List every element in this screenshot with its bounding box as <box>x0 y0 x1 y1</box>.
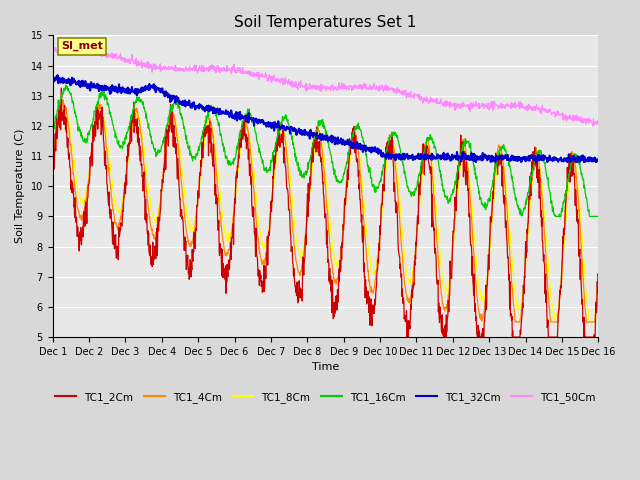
TC1_2Cm <box>411 258 419 264</box>
Line: TC1_8Cm: TC1_8Cm <box>52 106 598 322</box>
TC1_4Cm <box>511 319 519 325</box>
TC1_16Cm <box>232 155 239 161</box>
TC1_2Cm <box>440 334 447 340</box>
TC1_32Cm <box>595 157 602 163</box>
TC1_16Cm <box>62 82 70 88</box>
Legend: TC1_2Cm, TC1_4Cm, TC1_8Cm, TC1_16Cm, TC1_32Cm, TC1_50Cm: TC1_2Cm, TC1_4Cm, TC1_8Cm, TC1_16Cm, TC1… <box>51 387 600 407</box>
TC1_2Cm <box>170 144 178 150</box>
TC1_50Cm <box>595 119 602 125</box>
TC1_16Cm <box>411 191 419 197</box>
Line: TC1_16Cm: TC1_16Cm <box>52 85 598 216</box>
TC1_32Cm <box>170 95 178 101</box>
TC1_16Cm <box>157 145 165 151</box>
TC1_2Cm <box>595 273 602 278</box>
TC1_32Cm <box>483 153 490 158</box>
TC1_2Cm <box>232 192 239 197</box>
TC1_8Cm <box>157 193 165 199</box>
TC1_16Cm <box>530 160 538 166</box>
Text: SI_met: SI_met <box>61 41 102 51</box>
TC1_32Cm <box>49 75 56 81</box>
TC1_32Cm <box>472 159 480 165</box>
TC1_8Cm <box>482 285 490 290</box>
TC1_32Cm <box>411 154 419 160</box>
TC1_32Cm <box>232 115 239 120</box>
Y-axis label: Soil Temperature (C): Soil Temperature (C) <box>15 129 25 243</box>
TC1_50Cm <box>232 70 239 76</box>
Line: TC1_2Cm: TC1_2Cm <box>52 88 598 337</box>
TC1_2Cm <box>58 85 65 91</box>
TC1_2Cm <box>483 307 490 312</box>
TC1_32Cm <box>157 89 165 95</box>
TC1_4Cm <box>170 116 178 121</box>
TC1_8Cm <box>232 196 239 202</box>
TC1_50Cm <box>49 47 56 52</box>
TC1_50Cm <box>61 44 68 50</box>
TC1_16Cm <box>595 214 602 219</box>
TC1_4Cm <box>411 263 419 269</box>
TC1_16Cm <box>49 129 56 135</box>
TC1_16Cm <box>551 214 559 219</box>
TC1_8Cm <box>530 164 538 169</box>
TC1_2Cm <box>531 156 538 162</box>
TC1_32Cm <box>531 157 538 163</box>
TC1_50Cm <box>530 103 538 109</box>
Line: TC1_4Cm: TC1_4Cm <box>52 100 598 322</box>
Line: TC1_32Cm: TC1_32Cm <box>52 75 598 162</box>
TC1_4Cm <box>595 271 602 277</box>
Title: Soil Temperatures Set 1: Soil Temperatures Set 1 <box>234 15 417 30</box>
TC1_8Cm <box>587 319 595 325</box>
TC1_8Cm <box>170 116 178 122</box>
TC1_2Cm <box>157 187 165 192</box>
TC1_50Cm <box>589 123 597 129</box>
TC1_4Cm <box>157 192 165 198</box>
TC1_16Cm <box>482 207 490 213</box>
TC1_8Cm <box>595 274 602 280</box>
X-axis label: Time: Time <box>312 362 339 372</box>
TC1_8Cm <box>411 259 419 264</box>
TC1_4Cm <box>482 292 490 298</box>
TC1_32Cm <box>54 72 61 78</box>
TC1_4Cm <box>49 164 56 169</box>
TC1_50Cm <box>170 65 178 71</box>
TC1_16Cm <box>170 100 178 106</box>
TC1_50Cm <box>411 94 419 99</box>
TC1_50Cm <box>157 65 165 71</box>
TC1_4Cm <box>232 187 239 192</box>
TC1_4Cm <box>59 97 67 103</box>
TC1_8Cm <box>49 165 56 170</box>
TC1_8Cm <box>61 103 68 109</box>
TC1_50Cm <box>482 104 490 109</box>
TC1_4Cm <box>531 152 538 158</box>
TC1_2Cm <box>49 167 56 173</box>
Line: TC1_50Cm: TC1_50Cm <box>52 47 598 126</box>
